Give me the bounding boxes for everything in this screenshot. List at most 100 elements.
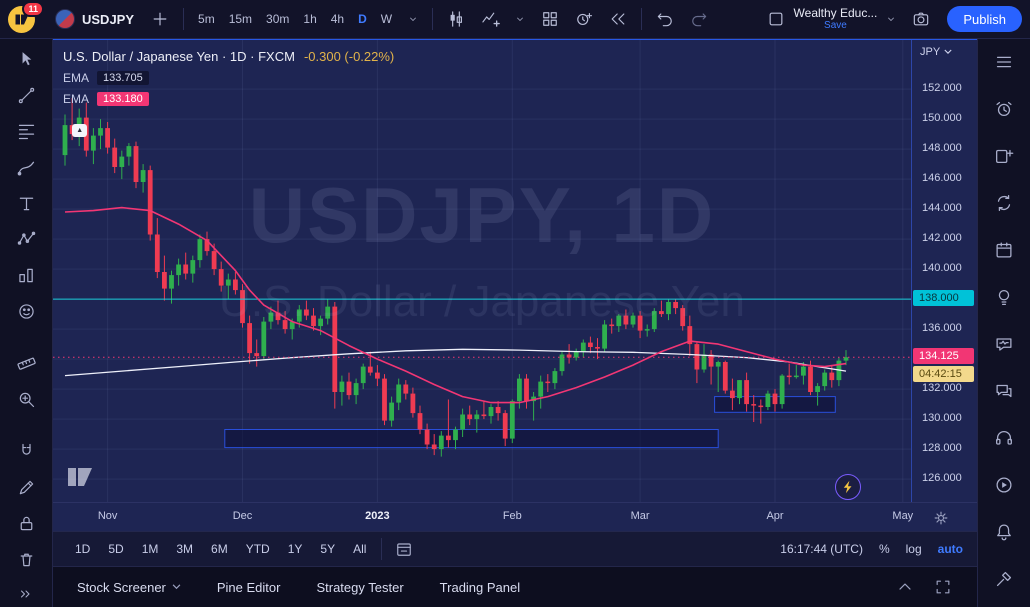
tab-trading-panel[interactable]: Trading Panel — [440, 580, 520, 595]
legend-title-row[interactable]: U.S. Dollar / Japanese Yen · 1D · FXCM -… — [63, 49, 394, 64]
time-tick-nov: Nov — [97, 510, 118, 522]
toolbar-divider — [641, 8, 643, 30]
snapshot-button[interactable] — [905, 6, 937, 32]
sidebar-item-streams[interactable] — [989, 474, 1019, 500]
ema-fast-line[interactable] — [64, 206, 847, 404]
go-to-date-button[interactable] — [389, 536, 419, 562]
cursor-tool[interactable] — [11, 49, 41, 75]
arrow-marker[interactable]: ▲ — [72, 123, 88, 137]
drawing-box[interactable] — [224, 429, 719, 449]
time-axis[interactable]: Nov Dec 2023 Feb Mar Apr May — [53, 502, 977, 531]
interval-W[interactable]: W — [380, 12, 393, 26]
range-3m[interactable]: 3M — [176, 542, 194, 556]
range-1d[interactable]: 1D — [75, 542, 91, 556]
layout-name-button[interactable]: Wealthy Educ... Save — [794, 6, 878, 32]
forecast-tool[interactable] — [11, 265, 41, 291]
text-tool[interactable] — [11, 193, 41, 219]
layout-menu-button[interactable] — [879, 10, 903, 28]
range-1m[interactable]: 1M — [141, 542, 159, 556]
trend-line-tool[interactable] — [11, 85, 41, 111]
sidebar-item-notifications[interactable] — [989, 521, 1019, 547]
indicators-menu-button[interactable] — [508, 10, 532, 28]
alert-clock-plus-icon — [574, 9, 594, 29]
legend-change: -0.300 (-0.22%) — [303, 49, 395, 64]
quick-action-button[interactable] — [835, 474, 861, 500]
sidebar-item-ideas[interactable] — [989, 286, 1019, 312]
interval-15m[interactable]: 15m — [228, 12, 253, 26]
chart-plot[interactable]: USDJPY, 1D U.S. Dollar / Japanese Yen U.… — [53, 40, 912, 502]
range-5y[interactable]: 5Y — [320, 542, 336, 556]
interval-30m[interactable]: 30m — [266, 12, 290, 26]
symbol-search-button[interactable]: USDJPY — [47, 5, 142, 33]
sidebar-item-minds[interactable] — [989, 333, 1019, 359]
save-layout-link[interactable]: Save — [824, 20, 847, 32]
sidebar-item-watchlist[interactable] — [989, 51, 1019, 77]
interval-menu-button[interactable] — [401, 10, 425, 28]
create-alert-button[interactable] — [568, 6, 600, 32]
emoji-tool[interactable] — [11, 301, 41, 327]
measure-tool[interactable] — [11, 353, 41, 379]
time-tick-2023: 2023 — [365, 510, 390, 522]
measure-icon — [16, 353, 37, 379]
ema-slow-line[interactable] — [64, 348, 847, 377]
log-scale-button[interactable]: log — [905, 542, 922, 556]
bar-replay-button[interactable] — [602, 6, 634, 32]
lock-drawings-tool[interactable] — [11, 513, 41, 539]
sidebar-item-hotlists[interactable] — [989, 192, 1019, 218]
xabcd-pattern-tool[interactable] — [11, 229, 41, 255]
fullscreen-button[interactable] — [933, 577, 953, 597]
range-all[interactable]: All — [353, 542, 367, 556]
minds-icon — [993, 333, 1015, 360]
tab-strategy-tester[interactable]: Strategy Tester — [316, 580, 403, 595]
sidebar-item-news[interactable] — [989, 145, 1019, 171]
brush-tool[interactable] — [11, 157, 41, 183]
candlestick-chart[interactable] — [53, 40, 911, 502]
redo-button[interactable] — [683, 6, 715, 32]
redo-arrow-icon — [689, 9, 709, 29]
undo-button[interactable] — [649, 6, 681, 32]
sidebar-item-alerts[interactable] — [989, 98, 1019, 124]
layout-grid-button[interactable] — [534, 6, 566, 32]
main-menu-button[interactable]: 11 — [8, 0, 44, 33]
range-1y[interactable]: 1Y — [287, 542, 303, 556]
zoom-in-icon — [16, 389, 37, 415]
tab-pine-editor[interactable]: Pine Editor — [217, 580, 281, 595]
interval-D[interactable]: D — [358, 12, 367, 26]
price-axis[interactable]: JPY 138.000 134.125 04:42:15 152.000 150.… — [912, 40, 977, 502]
range-ytd[interactable]: YTD — [245, 542, 270, 556]
publish-button[interactable]: Publish — [947, 6, 1022, 32]
sidebar-item-chats[interactable] — [989, 380, 1019, 406]
indicators-button[interactable] — [474, 6, 506, 32]
interval-4h[interactable]: 4h — [330, 12, 345, 26]
percent-scale-button[interactable]: % — [878, 542, 890, 556]
interval-5m[interactable]: 5m — [198, 12, 215, 26]
range-6m[interactable]: 6M — [211, 542, 228, 556]
range-5d[interactable]: 5D — [108, 542, 124, 556]
auto-scale-button[interactable]: auto — [937, 542, 963, 556]
sidebar-item-object-tree[interactable] — [989, 568, 1019, 594]
replay-icon — [608, 9, 628, 29]
axis-unit-selector[interactable]: JPY — [920, 46, 952, 58]
xabcd-pattern-icon — [16, 229, 37, 255]
sidebar-item-calendar[interactable] — [989, 239, 1019, 265]
chart-style-button[interactable] — [440, 6, 472, 32]
indicator-row[interactable]: EMA 133.705 — [63, 71, 394, 85]
news-icon — [993, 145, 1015, 172]
chart-pane[interactable]: USDJPY, 1D U.S. Dollar / Japanese Yen U.… — [53, 39, 977, 502]
indicator-row[interactable]: EMA 133.180 — [63, 92, 394, 106]
gear-icon[interactable] — [931, 508, 951, 531]
layout-select-button[interactable] — [760, 6, 792, 32]
clock-label[interactable]: 16:17:44 (UTC) — [780, 542, 863, 556]
tab-stock-screener[interactable]: Stock Screener — [77, 580, 181, 595]
interval-1h[interactable]: 1h — [303, 12, 317, 26]
zoom-in-tool[interactable] — [11, 389, 41, 415]
sidebar-item-support[interactable] — [989, 427, 1019, 453]
fib-retracement-tool[interactable] — [11, 121, 41, 147]
expand-panel-button[interactable] — [895, 577, 915, 597]
panel-controls — [895, 577, 953, 597]
add-symbol-button[interactable] — [144, 6, 176, 32]
drawing-mode-tool[interactable] — [11, 477, 41, 503]
toolbar-expand-button[interactable] — [11, 585, 41, 607]
magnet-tool[interactable] — [11, 441, 41, 467]
remove-drawings-tool[interactable] — [11, 549, 41, 575]
